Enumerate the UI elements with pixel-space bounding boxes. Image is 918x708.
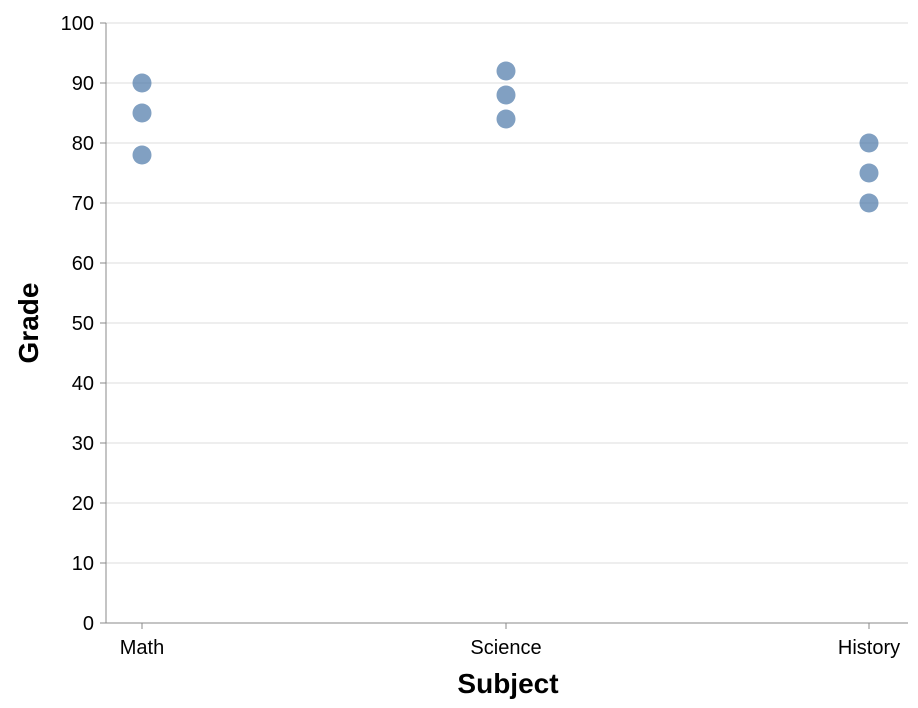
ticks-layer: 0 10 20 30 40 50 60 70 80 90 100 Math Science History xyxy=(61,13,900,659)
data-point xyxy=(859,193,879,213)
y-tick-label: 70 xyxy=(72,193,94,215)
points-layer xyxy=(132,61,879,213)
y-axis-title: Grade xyxy=(13,283,44,364)
data-point xyxy=(132,145,152,165)
data-point xyxy=(859,163,879,183)
y-tick-label: 40 xyxy=(72,373,94,395)
y-tick-label: 60 xyxy=(72,253,94,275)
data-point xyxy=(496,61,516,81)
y-tick-label: 0 xyxy=(83,613,94,635)
x-tick-label-math: Math xyxy=(120,637,164,659)
y-tick-label: 90 xyxy=(72,73,94,95)
y-tick-label: 10 xyxy=(72,553,94,575)
x-axis-title: Subject xyxy=(457,668,558,699)
data-point xyxy=(859,133,879,153)
x-tick-label-history: History xyxy=(838,637,900,659)
grid-layer xyxy=(106,22,908,624)
y-tick-label: 50 xyxy=(72,313,94,335)
y-tick-label: 20 xyxy=(72,493,94,515)
data-point xyxy=(132,73,152,93)
x-tick-label-science: Science xyxy=(470,637,541,659)
data-point xyxy=(496,85,516,105)
data-point xyxy=(496,109,516,129)
y-tick-label: 100 xyxy=(61,13,94,35)
y-tick-label: 80 xyxy=(72,133,94,155)
data-point xyxy=(132,103,152,123)
y-tick-label: 30 xyxy=(72,433,94,455)
